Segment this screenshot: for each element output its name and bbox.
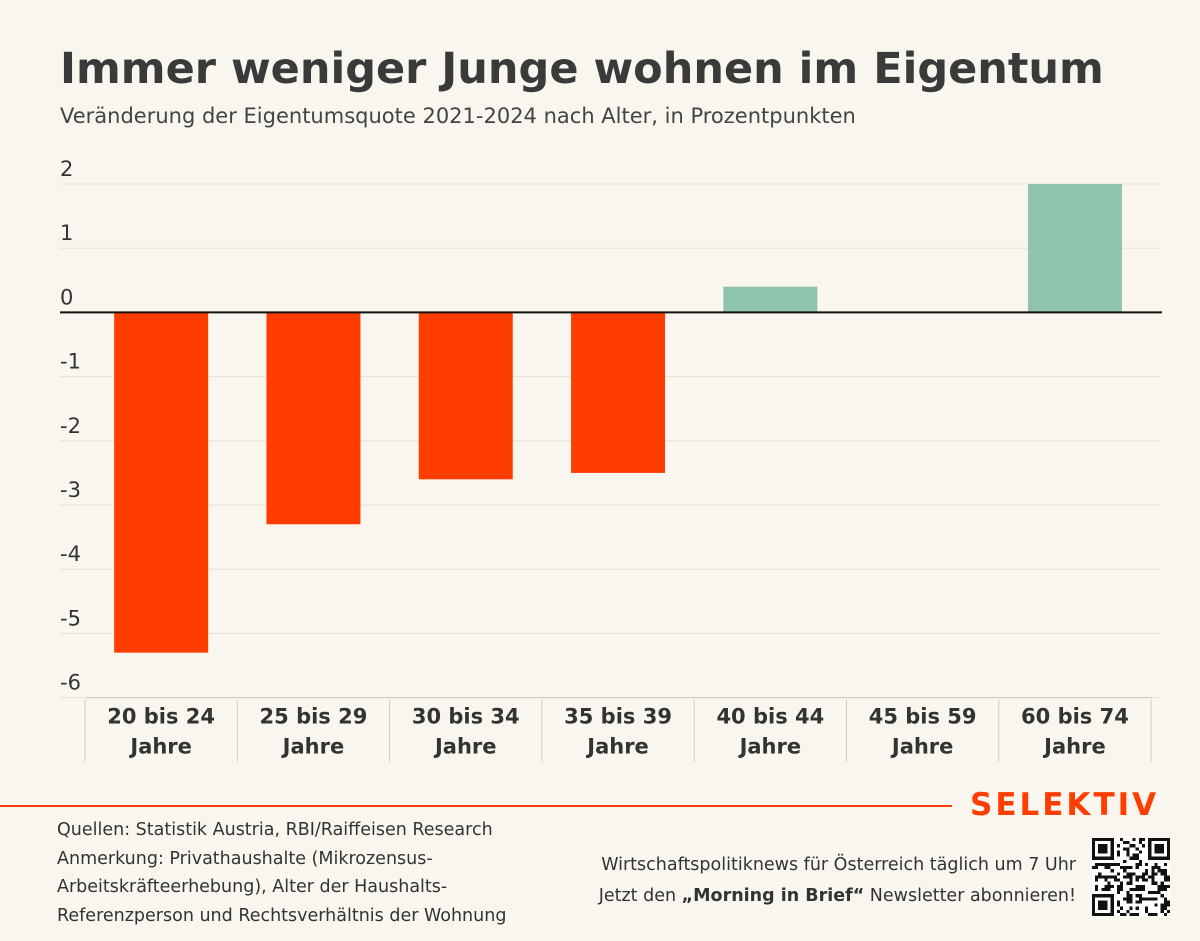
y-tick-label: -5 [60,606,81,630]
x-tick-label: 30 bis 34 [412,705,520,729]
note-line: Referenzperson und Rechtsverhältnis der … [57,906,507,927]
y-tick-label: -2 [60,414,81,438]
x-tick-label: 25 bis 29 [260,705,368,729]
footer-divider [0,805,952,807]
x-tick-label: 20 bis 24 [107,705,215,729]
bar-chart: 2 1 0 -1 -2 -3 -4 -5 -6 20 bis 24 Jahre 25 bis 29 Ja… [60,157,1162,762]
y-tick-label: -4 [60,542,81,566]
x-tick-label: 35 bis 39 [564,705,672,729]
y-tick-label: -3 [60,478,81,502]
x-tick-label: Jahre [1042,735,1106,759]
y-tick-label: 2 [60,157,73,181]
note-line: Arbeitskräfteerhebung), Alter der Hausha… [57,877,448,898]
brand-logo[interactable]: SELEKTIV [970,787,1160,823]
bar [418,312,513,480]
axes [60,311,1162,762]
x-tick-label: Jahre [585,735,649,759]
bar [723,286,818,313]
bar [114,312,209,653]
chart-subtitle: Veränderung der Eigentumsquote 2021-2024… [60,104,856,128]
newsletter-name: „Morning in Brief“ [681,886,865,906]
promo-line-2: Jetzt den „Morning in Brief“ Newsletter … [599,881,1076,912]
promo-text: Jetzt den [598,886,682,906]
y-tick-label: 0 [60,285,73,309]
x-tick-label: 40 bis 44 [716,705,824,729]
x-tick-label: Jahre [738,735,802,759]
promo-line-1: Wirtschaftspolitiknews für Österreich tä… [601,855,1076,875]
chart-title: Immer weniger Junge wohnen im Eigentum [60,44,1104,94]
bars [114,184,1122,653]
labels: 2 1 0 -1 -2 -3 -4 -5 -6 20 bis 24 Jahre 25 bis 29 Ja… [60,157,1129,759]
x-tick-label: Jahre [128,735,192,759]
y-tick-label: -6 [60,671,81,695]
bar [1027,184,1122,313]
x-tick-label: 60 bis 74 [1021,705,1129,729]
bar [266,312,361,525]
x-tick-label: Jahre [281,735,345,759]
source-notes: Quellen: Statistik Austria, RBI/Raiffeis… [57,816,567,931]
qr-code-icon[interactable] [1092,838,1170,916]
promo-text: Newsletter abonnieren! [864,886,1076,906]
note-line: Quellen: Statistik Austria, RBI/Raiffeis… [57,820,493,840]
x-tick-label: 45 bis 59 [869,705,977,729]
y-tick-label: 1 [60,221,73,245]
y-tick-label: -1 [60,350,81,374]
bar [571,312,666,473]
newsletter-promo[interactable]: Wirtschaftspolitiknews für Österreich tä… [599,850,1076,912]
x-tick-label: Jahre [890,735,954,759]
x-tick-label: Jahre [433,735,497,759]
note-line: Anmerkung: Privathaushalte (Mikrozensus- [57,848,433,869]
